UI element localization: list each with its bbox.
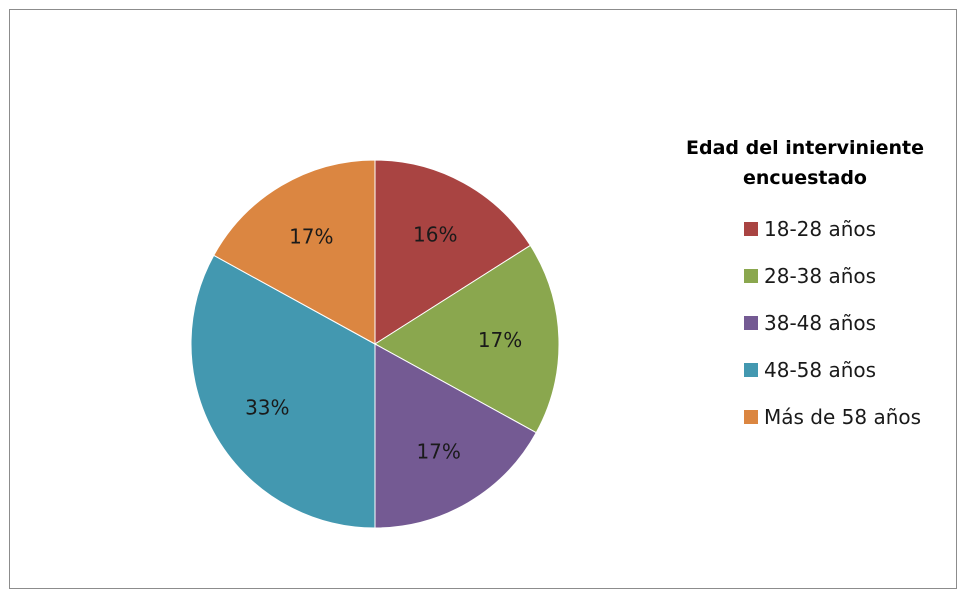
pie-slice: [374, 244, 560, 434]
pie-slice: [374, 159, 532, 345]
legend-item: 38-48 años: [744, 299, 960, 346]
legend-item: Más de 58 años: [744, 393, 960, 440]
legend-swatch: [744, 362, 758, 377]
legend-swatch: [744, 409, 758, 424]
legend: Edad del interviniente encuestado 18-28 …: [680, 133, 960, 440]
slice-data-label: 17%: [289, 224, 333, 248]
slice-data-label: 16%: [413, 222, 457, 246]
legend-label: Más de 58 años: [764, 404, 922, 429]
slice-data-label: 33%: [245, 396, 289, 420]
legend-label: 38-48 años: [764, 310, 877, 335]
legend-swatch: [744, 221, 758, 236]
legend-list: 18-28 años 28-38 años 38-48 años 48-58 a…: [680, 205, 960, 440]
pie-slice: [374, 343, 537, 529]
legend-label: 18-28 años: [764, 216, 877, 241]
slice-data-label: 17%: [416, 440, 460, 464]
legend-swatch: [744, 315, 758, 330]
slice-data-label: 17%: [478, 328, 522, 352]
legend-item: 18-28 años: [744, 205, 960, 252]
legend-item: 48-58 años: [744, 346, 960, 393]
legend-swatch: [744, 268, 758, 283]
legend-label: 28-38 años: [764, 263, 877, 288]
legend-title: Edad del interviniente encuestado: [686, 137, 924, 189]
pie-slice: [190, 254, 376, 529]
legend-item: 28-38 años: [744, 252, 960, 299]
legend-label: 48-58 años: [764, 357, 877, 382]
pie-slice: [213, 159, 376, 345]
